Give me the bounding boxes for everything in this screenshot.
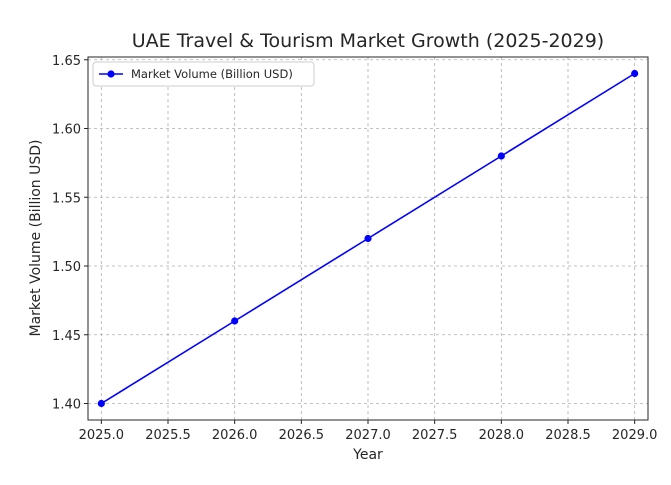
data-point	[97, 399, 105, 408]
x-axis-label: Year	[352, 447, 383, 463]
x-tick-label: 2026.5	[279, 428, 325, 443]
data-point	[231, 317, 239, 325]
legend: Market Volume (Billion USD)	[92, 61, 315, 87]
x-tick-label: 2028.5	[545, 428, 591, 443]
y-tick-label: 1.45	[52, 329, 81, 344]
x-tick-label: 2027.5	[412, 428, 458, 443]
legend-marker-swatch	[107, 70, 115, 78]
data-point	[497, 152, 505, 160]
x-tick-label: 2029.0	[612, 428, 658, 443]
y-tick-label: 1.60	[52, 123, 81, 138]
legend-label: Market Volume (Billion USD)	[131, 67, 293, 81]
data-point	[631, 69, 639, 78]
chart-title: UAE Travel & Tourism Market Growth (2025…	[132, 30, 604, 52]
y-tick-label: 1.65	[52, 54, 81, 69]
x-tick-label: 2028.0	[479, 428, 525, 443]
data-point	[364, 234, 372, 243]
x-axis: 2025.0 2025.5 2026.0 2026.5 2027.0 2027.5 2028…	[79, 420, 658, 443]
x-tick-label: 2026.0	[212, 428, 258, 443]
x-tick-label: 2025.0	[79, 428, 125, 443]
x-tick-label: 2027.0	[345, 428, 391, 443]
series-group	[97, 69, 639, 408]
legend-box	[92, 61, 315, 87]
y-tick-label: 1.50	[52, 260, 81, 275]
y-axis: 1.40 1.45 1.50 1.55 1.60 1.65	[52, 54, 88, 413]
x-tick-label: 2025.5	[145, 428, 191, 443]
y-tick-label: 1.55	[52, 191, 81, 206]
y-tick-label: 1.40	[52, 398, 81, 413]
y-axis-label: Market Volume (Billion USD)	[28, 140, 44, 337]
